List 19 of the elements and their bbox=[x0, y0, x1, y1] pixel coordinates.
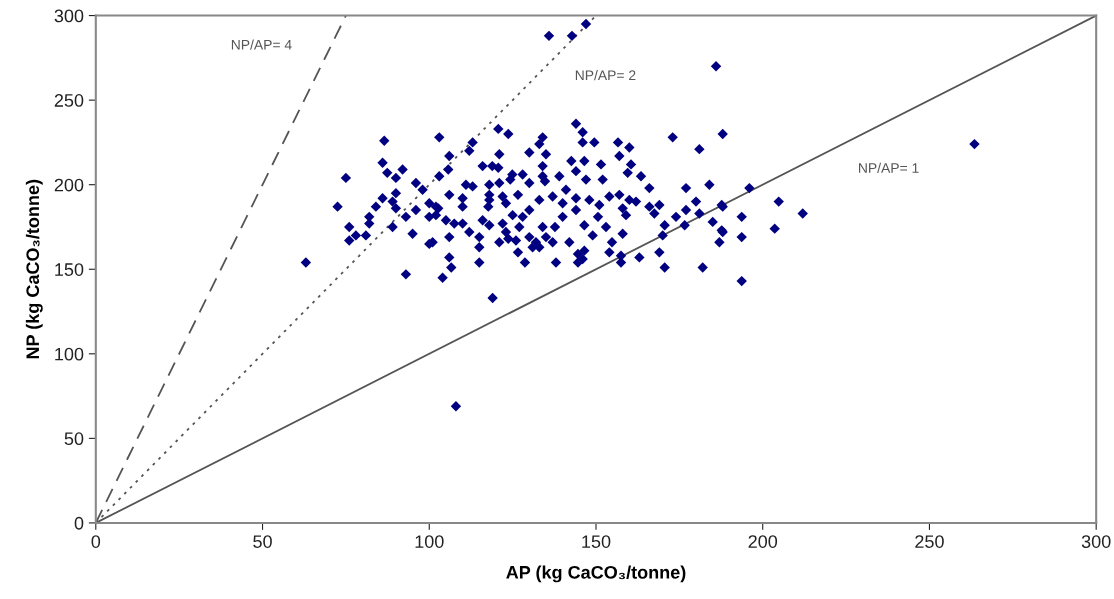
y-tick-label: 150 bbox=[55, 263, 84, 276]
y-tick-label: 100 bbox=[55, 347, 84, 361]
x-tick-label: 300 bbox=[1081, 535, 1111, 548]
x-tick-label: 100 bbox=[415, 535, 444, 548]
series-label: NP/AP= 1 bbox=[859, 162, 919, 173]
x-tick-label: 200 bbox=[748, 535, 778, 548]
series-label: NP/AP= 2 bbox=[575, 69, 636, 81]
x-tick-label: 0 bbox=[91, 535, 101, 548]
y-tick-label: 300 bbox=[54, 9, 84, 23]
x-tick-label: 50 bbox=[253, 535, 272, 548]
y-tick-label: 200 bbox=[54, 178, 84, 192]
y-tick-label: 250 bbox=[54, 94, 84, 107]
y-axis-title: NP (kg CaCO₃/tonne) bbox=[25, 179, 43, 359]
x-tick-label: 250 bbox=[915, 535, 944, 548]
text: NP/AP= 4 bbox=[231, 39, 292, 50]
y-tick-label: 50 bbox=[64, 432, 84, 446]
x-tick-label: 150 bbox=[582, 535, 611, 548]
x-axis-title: AP (kg CaCO₃/tonne) bbox=[506, 565, 686, 583]
y-tick-label: 0 bbox=[74, 516, 84, 530]
